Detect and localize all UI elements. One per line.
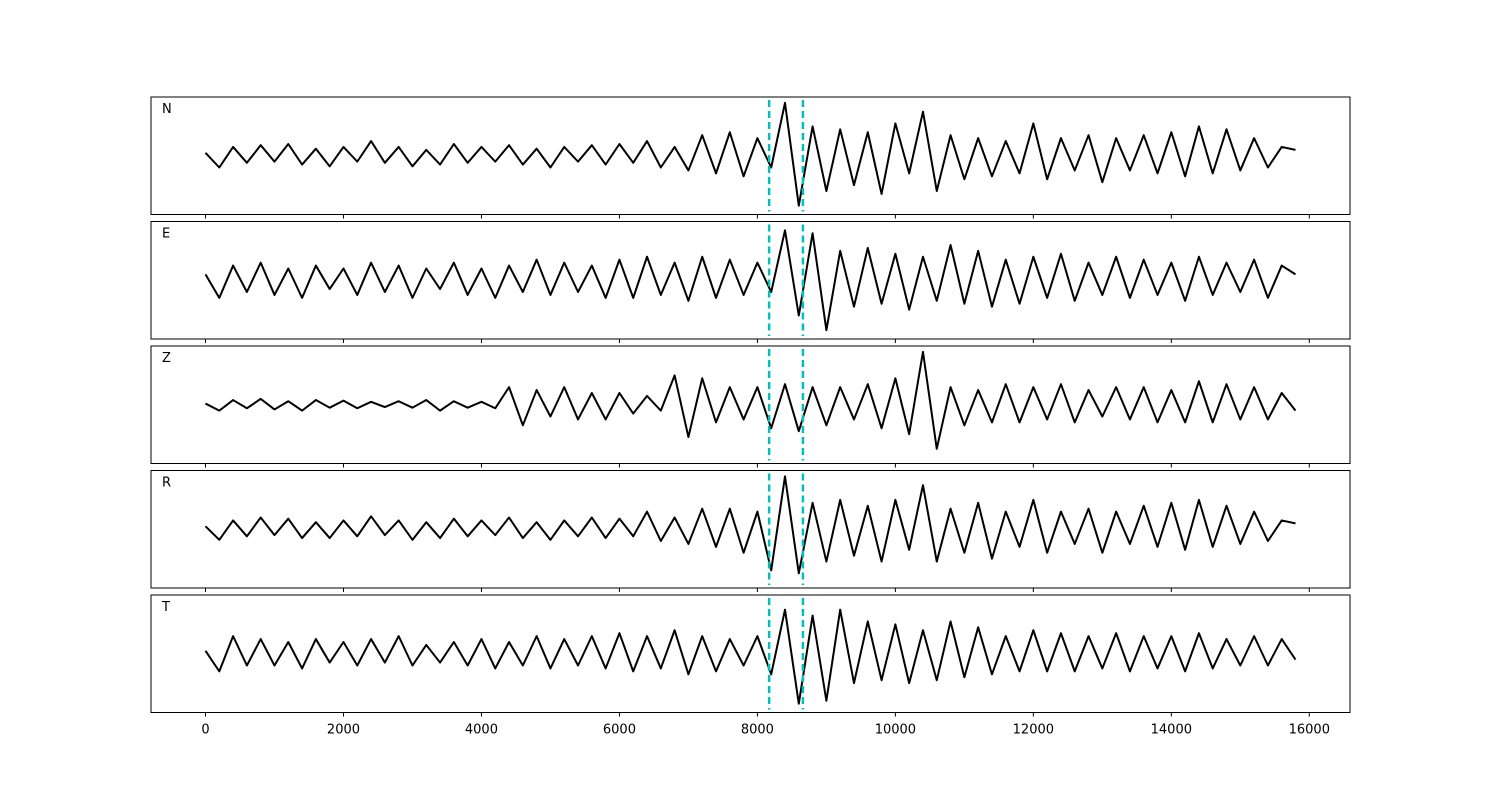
panel-label: R (162, 476, 171, 491)
x-tick-label: 0 (201, 723, 209, 738)
x-tick-label: 10000 (875, 723, 916, 738)
trace (204, 608, 1297, 705)
panel-label: T (161, 600, 170, 615)
trace (205, 350, 1297, 450)
x-tick-label: 8000 (741, 723, 774, 738)
trace (204, 229, 1297, 332)
panel-frame (150, 470, 1351, 589)
x-tick-label: 6000 (603, 723, 636, 738)
panel-frame (150, 96, 1351, 215)
panel-label: N (162, 102, 172, 117)
x-tick-label: 16000 (1289, 723, 1330, 738)
panel-frame (150, 221, 1351, 340)
x-tick-label: 14000 (1151, 723, 1192, 738)
x-tick-label: 12000 (1013, 723, 1054, 738)
trace (204, 101, 1296, 207)
panel-frame (150, 345, 1351, 464)
panel-label: Z (162, 351, 171, 366)
panel-frame (150, 594, 1351, 713)
x-tick-label: 2000 (327, 723, 360, 738)
panel-label: E (162, 227, 170, 242)
trace (204, 475, 1296, 575)
x-tick-label: 4000 (465, 723, 498, 738)
